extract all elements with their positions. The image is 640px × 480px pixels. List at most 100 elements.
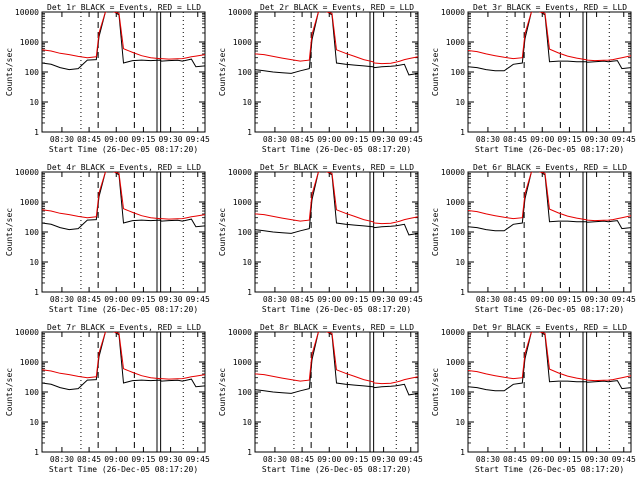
panel-5: 1 10 100 1000 10000 08:30 08:45 09:00 09:15 09:30… [218, 163, 423, 314]
x-tick-label: 09:30 [159, 135, 183, 144]
x-tick-label: 09:45 [186, 135, 210, 144]
y-tick-label: 10000 [228, 8, 252, 17]
x-tick-label: 09:30 [585, 295, 609, 304]
y-tick-label: 1 [247, 288, 252, 297]
y-tick-label: 1 [34, 288, 39, 297]
series-lld-line [468, 12, 631, 62]
y-tick-label: 1000 [20, 38, 39, 47]
x-tick-label: 09:45 [612, 295, 636, 304]
y-tick-label: 1000 [446, 198, 465, 207]
series-events-line [468, 172, 631, 232]
x-axis-label: Start Time (26-Dec-05 08:17:20) [49, 145, 198, 154]
x-tick-label: 09:00 [317, 295, 341, 304]
x-axis-label: Start Time (26-Dec-05 08:17:20) [262, 305, 411, 314]
x-tick-label: 09:30 [585, 135, 609, 144]
plot-frame [467, 331, 632, 453]
x-tick-label: 09:45 [399, 455, 423, 464]
x-tick-label: 09:30 [159, 295, 183, 304]
y-tick-label: 100 [451, 388, 466, 397]
y-tick-label: 10000 [441, 328, 465, 337]
x-tick-label: 08:45 [290, 455, 314, 464]
y-tick-label: 1 [460, 128, 465, 137]
x-axis-label: Start Time (26-Dec-05 08:17:20) [49, 465, 198, 474]
y-tick-label: 10000 [441, 168, 465, 177]
x-tick-label: 09:15 [557, 135, 581, 144]
series-events-line [255, 12, 418, 76]
x-tick-label: 09:45 [612, 135, 636, 144]
x-tick-label: 09:30 [585, 455, 609, 464]
chart-title: Det 6r BLACK = Events, RED = LLD [473, 163, 627, 172]
y-tick-label: 1 [460, 448, 465, 457]
y-tick-label: 10 [29, 258, 39, 267]
x-tick-label: 09:15 [344, 295, 368, 304]
chart-title: Det 4r BLACK = Events, RED = LLD [47, 163, 201, 172]
y-tick-label: 10 [455, 418, 465, 427]
x-tick-label: 08:45 [290, 295, 314, 304]
x-tick-label: 08:45 [290, 135, 314, 144]
x-tick-label: 09:00 [317, 135, 341, 144]
series-lld-line [468, 332, 631, 382]
x-tick-label: 08:45 [77, 135, 101, 144]
y-tick-label: 10 [242, 418, 252, 427]
y-axis-label: Counts/sec [5, 208, 14, 256]
y-axis-label: Counts/sec [218, 208, 227, 256]
x-tick-label: 09:00 [317, 455, 341, 464]
y-tick-label: 100 [451, 228, 466, 237]
y-tick-label: 10000 [441, 8, 465, 17]
x-tick-label: 09:00 [530, 295, 554, 304]
x-tick-label: 09:00 [530, 135, 554, 144]
x-tick-label: 09:45 [186, 295, 210, 304]
y-tick-label: 10000 [15, 168, 39, 177]
x-axis-label: Start Time (26-Dec-05 08:17:20) [475, 305, 624, 314]
x-tick-label: 08:30 [50, 295, 74, 304]
x-tick-label: 09:45 [399, 295, 423, 304]
y-tick-label: 1000 [233, 198, 252, 207]
x-tick-label: 08:45 [77, 455, 101, 464]
series-lld-line [255, 172, 418, 225]
y-tick-label: 1000 [446, 358, 465, 367]
x-tick-label: 09:15 [557, 455, 581, 464]
series-events-line [255, 172, 418, 236]
panel-1: 1 10 100 1000 10000 08:30 08:45 09:00 09:15 09:30… [5, 3, 210, 154]
panel-8: 1 10 100 1000 10000 08:30 08:45 09:00 09:15 09:30… [218, 323, 423, 474]
y-axis-label: Counts/sec [431, 208, 440, 256]
panel-2: 1 10 100 1000 10000 08:30 08:45 09:00 09:15 09:30… [218, 3, 423, 154]
y-tick-label: 10000 [15, 8, 39, 17]
y-tick-label: 1000 [446, 38, 465, 47]
x-tick-label: 09:30 [372, 295, 396, 304]
chart-title: Det 9r BLACK = Events, RED = LLD [473, 323, 627, 332]
chart-title: Det 7r BLACK = Events, RED = LLD [47, 323, 201, 332]
x-tick-label: 08:45 [503, 135, 527, 144]
x-tick-label: 09:15 [344, 135, 368, 144]
y-tick-label: 100 [238, 68, 253, 77]
panel-7: 1 10 100 1000 10000 08:30 08:45 09:00 09:15 09:30… [5, 323, 210, 474]
y-tick-label: 10 [29, 98, 39, 107]
x-axis-label: Start Time (26-Dec-05 08:17:20) [49, 305, 198, 314]
series-events-line [255, 332, 418, 396]
y-tick-label: 100 [25, 68, 40, 77]
y-tick-label: 100 [25, 228, 40, 237]
x-tick-label: 09:15 [344, 455, 368, 464]
y-tick-label: 1 [247, 448, 252, 457]
y-axis-label: Counts/sec [431, 48, 440, 96]
series-lld-line [42, 12, 205, 60]
chart-title: Det 2r BLACK = Events, RED = LLD [260, 3, 414, 12]
chart-title: Det 8r BLACK = Events, RED = LLD [260, 323, 414, 332]
y-tick-label: 1 [460, 288, 465, 297]
x-tick-label: 09:45 [186, 455, 210, 464]
y-tick-label: 10 [242, 98, 252, 107]
series-lld-line [42, 332, 205, 380]
series-lld-line [42, 172, 205, 220]
x-tick-label: 08:30 [476, 135, 500, 144]
y-tick-label: 10 [455, 258, 465, 267]
y-tick-label: 10 [455, 98, 465, 107]
x-tick-label: 08:30 [263, 135, 287, 144]
x-tick-label: 08:30 [50, 455, 74, 464]
series-lld-line [255, 12, 418, 65]
x-tick-label: 09:15 [131, 455, 155, 464]
panel-3: 1 10 100 1000 10000 08:30 08:45 09:00 09:15 09:30… [431, 3, 636, 154]
x-tick-label: 09:30 [372, 135, 396, 144]
y-axis-label: Counts/sec [5, 368, 14, 416]
plot-frame [467, 11, 632, 133]
